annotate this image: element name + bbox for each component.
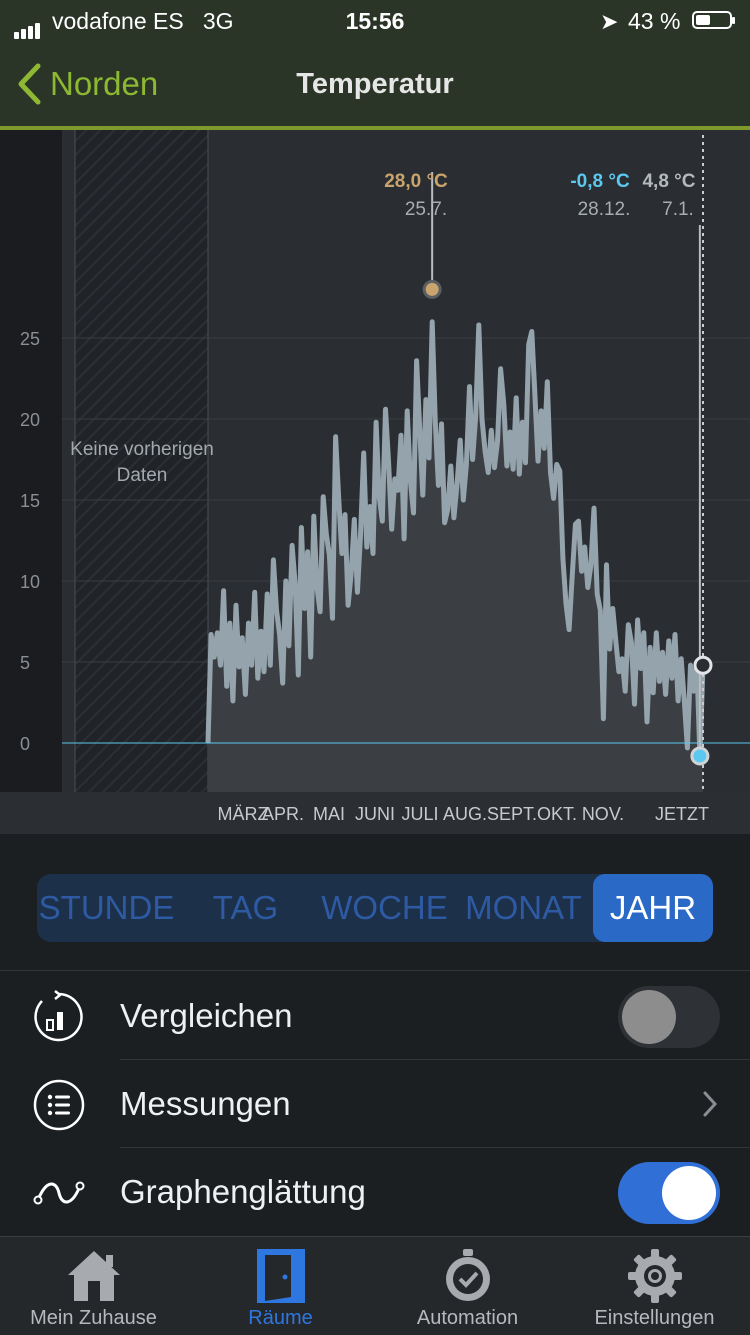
y-tick-labels: 0 5 10 15 20 25 xyxy=(20,329,40,754)
back-button[interactable]: Norden xyxy=(16,62,158,106)
month-label-juni: JUNI xyxy=(355,804,395,824)
signal-icon xyxy=(14,12,42,39)
tab-mein-zuhause[interactable]: Mein Zuhause xyxy=(0,1237,187,1335)
clock: 15:56 xyxy=(345,8,405,34)
door-icon xyxy=(256,1249,305,1303)
no-data-label-line1: Keine vorherigen xyxy=(70,439,214,460)
carrier-label: vodafone ES 3G xyxy=(52,8,234,34)
measurements-row[interactable]: Messungen xyxy=(0,1060,750,1148)
time-range-segmented-control: STUNDE TAG WOCHE MONAT JAHR xyxy=(37,874,713,942)
battery-icon xyxy=(692,11,735,29)
tab-raeume[interactable]: Räume xyxy=(187,1237,374,1335)
back-button-label: Norden xyxy=(50,65,159,102)
tab-label: Automation xyxy=(416,1307,519,1329)
month-label-apr: APR. xyxy=(262,804,304,824)
compare-label: Vergleichen xyxy=(120,997,293,1034)
x-axis-band xyxy=(0,792,750,834)
month-label-okt: OKT. xyxy=(537,804,577,824)
month-label-sept: SEPT. xyxy=(487,804,537,824)
list-icon xyxy=(33,1079,85,1131)
tab-einstellungen[interactable]: Einstellungen xyxy=(561,1237,748,1335)
compare-row[interactable]: Vergleichen xyxy=(0,972,750,1060)
y-tick-label: 5 xyxy=(20,653,30,673)
y-tick-label: 20 xyxy=(20,410,40,430)
y-tick-label: 10 xyxy=(20,572,40,592)
compare-toggle[interactable] xyxy=(618,986,720,1048)
current-value-label: 4,8 °C xyxy=(642,171,695,192)
compare-chart-icon xyxy=(34,990,83,1042)
y-tick-label: 15 xyxy=(20,491,40,511)
max-marker[interactable] xyxy=(422,279,442,299)
month-label-aug: AUG. xyxy=(443,804,487,824)
month-label-maerz: MÄRZ xyxy=(218,804,269,824)
measurements-label: Messungen xyxy=(120,1085,291,1122)
max-value-label: 28,0 °C xyxy=(384,171,448,192)
status-bar: vodafone ES 3G 15:56 ➤ 43 % xyxy=(0,0,750,40)
current-date-label: 7.1. xyxy=(662,199,694,220)
tab-label: Räume xyxy=(248,1307,313,1329)
current-marker[interactable] xyxy=(693,655,713,675)
tab-label: Einstellungen xyxy=(594,1307,715,1329)
series-line xyxy=(205,319,706,759)
month-label-juli: JULI xyxy=(401,804,438,824)
month-label-mai: MAI xyxy=(313,804,345,824)
series-area xyxy=(208,321,703,792)
y-tick-label: 0 xyxy=(20,734,30,754)
month-label-nov: NOV. xyxy=(582,804,624,824)
segment-woche[interactable]: WOCHE xyxy=(321,889,448,926)
segment-monat[interactable]: MONAT xyxy=(465,889,582,926)
y-axis-panel xyxy=(0,130,62,792)
max-date-label: 25.7. xyxy=(405,199,447,220)
segment-jahr[interactable]: JAHR xyxy=(593,874,713,942)
location-arrow-icon: ➤ xyxy=(600,9,619,34)
home-icon xyxy=(67,1251,120,1301)
chevron-left-icon xyxy=(18,63,41,105)
battery-percentage: 43 % xyxy=(628,8,681,34)
page-title: Temperatur xyxy=(296,68,454,100)
min-value-label: -0,8 °C xyxy=(570,171,630,192)
curve-smoothing-icon xyxy=(33,1181,85,1205)
navigation-bar: Norden Temperatur xyxy=(0,40,750,130)
tab-label: Mein Zuhause xyxy=(30,1307,157,1329)
tab-bar: Mein Zuhause Räume Automation xyxy=(0,1236,750,1335)
tab-automation[interactable]: Automation xyxy=(374,1237,561,1335)
smoothing-row[interactable]: Graphenglättung xyxy=(0,1148,750,1236)
segment-tag[interactable]: TAG xyxy=(212,889,279,926)
gear-icon xyxy=(627,1249,682,1303)
smoothing-toggle[interactable] xyxy=(618,1162,720,1224)
smoothing-label: Graphenglättung xyxy=(120,1173,366,1210)
no-data-region xyxy=(75,130,208,792)
segment-stunde[interactable]: STUNDE xyxy=(38,889,175,926)
month-label-jetzt: JETZT xyxy=(655,804,709,824)
min-marker[interactable] xyxy=(690,746,710,766)
alarm-clock-icon xyxy=(445,1249,490,1301)
chevron-right-icon xyxy=(703,1091,718,1117)
chart-svg: 0 5 10 15 20 25 Keine vorherigen Daten 28,0 °… xyxy=(0,130,750,834)
no-data-label-line2: Daten xyxy=(117,465,168,486)
y-tick-label: 25 xyxy=(20,329,40,349)
temperature-chart[interactable]: 0 5 10 15 20 25 Keine vorherigen Daten 28,0 °… xyxy=(0,130,750,834)
section-divider xyxy=(0,970,750,971)
row-divider xyxy=(120,1059,750,1060)
min-date-label: 28.12. xyxy=(578,199,631,220)
row-divider xyxy=(120,1147,750,1148)
